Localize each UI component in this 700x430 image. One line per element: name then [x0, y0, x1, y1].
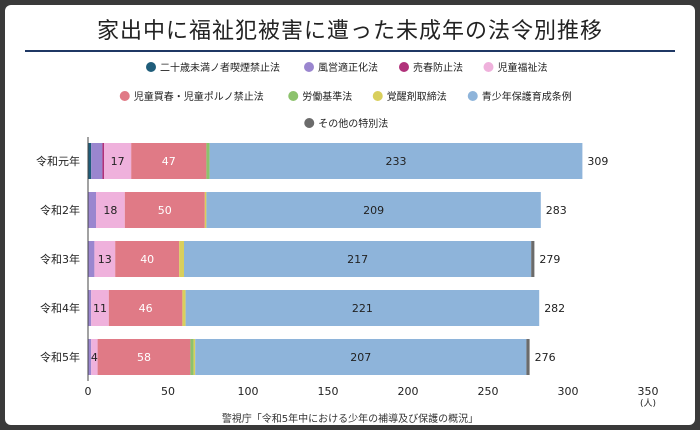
data-label: 40 — [140, 253, 154, 266]
chart-frame: 家出中に福祉犯被害に遭った未成年の法令別推移 二十歳未満ノ者喫煙禁止法 風営適正化… — [5, 5, 695, 425]
bar-segment — [193, 339, 196, 375]
data-label: 47 — [162, 155, 176, 168]
legend-marker — [304, 118, 315, 128]
bar-segment — [102, 143, 104, 179]
x-tick-label: 150 — [318, 385, 339, 398]
x-tick-label: 200 — [398, 385, 419, 398]
title-underline — [25, 50, 675, 52]
x-unit-label: (人) — [640, 398, 656, 409]
legend-label: 覚醒剤取締法 — [387, 90, 447, 103]
data-label: 17 — [111, 155, 125, 168]
bar-segment — [88, 143, 92, 179]
bar-segment — [204, 192, 207, 228]
bar-segment — [91, 339, 98, 375]
data-label: 207 — [350, 351, 371, 364]
plot-area: 令和元年 17 47 233 309 令和2年 18 50 209 283 令和3年 13 40 217 2… — [36, 143, 608, 375]
total-label: 279 — [539, 253, 560, 266]
data-label: 217 — [347, 253, 368, 266]
bar-segment — [104, 143, 132, 179]
legend-marker — [288, 91, 299, 101]
legend-label: 児童買春・児童ポルノ禁止法 — [134, 90, 264, 103]
data-label: 58 — [137, 351, 151, 364]
bar-segment — [526, 339, 530, 375]
legend: 二十歳未満ノ者喫煙禁止法 風営適正化法 売春防止法 児童福祉法児童買春・児童ポルノ禁止… — [119, 61, 572, 130]
data-label: 233 — [386, 155, 407, 168]
category-label: 令和2年 — [40, 203, 80, 217]
total-label: 309 — [587, 155, 608, 168]
bar-segment — [94, 241, 116, 277]
category-label: 令和元年 — [36, 154, 80, 168]
bar-segment — [97, 339, 191, 375]
bar-segment — [185, 290, 540, 326]
category-label: 令和4年 — [40, 301, 80, 315]
bar-segment — [91, 290, 109, 326]
x-tick-label: 0 — [85, 385, 92, 398]
legend-label: 二十歳未満ノ者喫煙禁止法 — [160, 61, 280, 74]
total-label: 276 — [535, 351, 556, 364]
bar-segment — [91, 143, 103, 179]
data-label: 18 — [103, 204, 117, 217]
legend-marker — [399, 62, 409, 72]
bar-segment — [206, 192, 541, 228]
source-note: 警視庁「令和5年中における少年の補導及び保護の概況」 — [221, 414, 479, 425]
total-label: 282 — [544, 302, 565, 315]
legend-label: 青少年保護育成条例 — [482, 90, 572, 103]
total-label: 283 — [546, 204, 567, 217]
bar-segment — [131, 143, 207, 179]
bar-segment — [195, 339, 527, 375]
x-tick-label: 100 — [238, 385, 259, 398]
legend-marker — [483, 62, 494, 72]
data-label: 209 — [363, 204, 384, 217]
bar-segment — [108, 290, 183, 326]
bar-segment — [88, 339, 92, 375]
chart-canvas: 二十歳未満ノ者喫煙禁止法 風営適正化法 売春防止法 児童福祉法児童買春・児童ポルノ禁止… — [36, 61, 659, 409]
legend-marker — [146, 62, 156, 72]
data-label: 4 — [91, 351, 98, 364]
x-tick-label: 300 — [558, 385, 579, 398]
bar-segment — [96, 192, 125, 228]
category-label: 令和5年 — [40, 350, 80, 364]
data-label: 13 — [98, 253, 112, 266]
bar-segment — [88, 192, 96, 228]
x-axis: 0 50 100 150 200 250 300 350(人) — [85, 137, 659, 409]
legend-label: 児童福祉法 — [498, 61, 548, 74]
bar-segment — [88, 290, 92, 326]
legend-marker — [467, 91, 478, 101]
bar-segment — [209, 143, 583, 179]
legend-label: 労働基準法 — [302, 90, 352, 103]
bar-segment — [531, 241, 535, 277]
x-tick-label: 350 — [638, 385, 659, 398]
data-label: 11 — [93, 302, 107, 315]
bar-segment — [182, 290, 186, 326]
chart-title: 家出中に福祉犯被害に遭った未成年の法令別推移 — [96, 19, 603, 44]
bar-segment — [115, 241, 180, 277]
category-label: 令和3年 — [40, 252, 80, 266]
legend-marker — [372, 91, 383, 101]
legend-marker — [304, 62, 314, 72]
bar-segment — [206, 143, 210, 179]
x-tick-label: 50 — [161, 385, 175, 398]
bar-segment — [124, 192, 205, 228]
bar-segment — [88, 241, 95, 277]
bar-segment — [190, 339, 194, 375]
legend-label: 風営適正化法 — [318, 61, 378, 74]
legend-label: 売春防止法 — [413, 61, 463, 74]
x-tick-label: 250 — [478, 385, 499, 398]
bar-segment — [184, 241, 532, 277]
legend-label: その他の特別法 — [318, 117, 388, 130]
data-label: 221 — [352, 302, 373, 315]
bar-segment — [179, 241, 184, 277]
data-label: 46 — [139, 302, 153, 315]
legend-marker — [119, 91, 130, 101]
data-label: 50 — [158, 204, 172, 217]
